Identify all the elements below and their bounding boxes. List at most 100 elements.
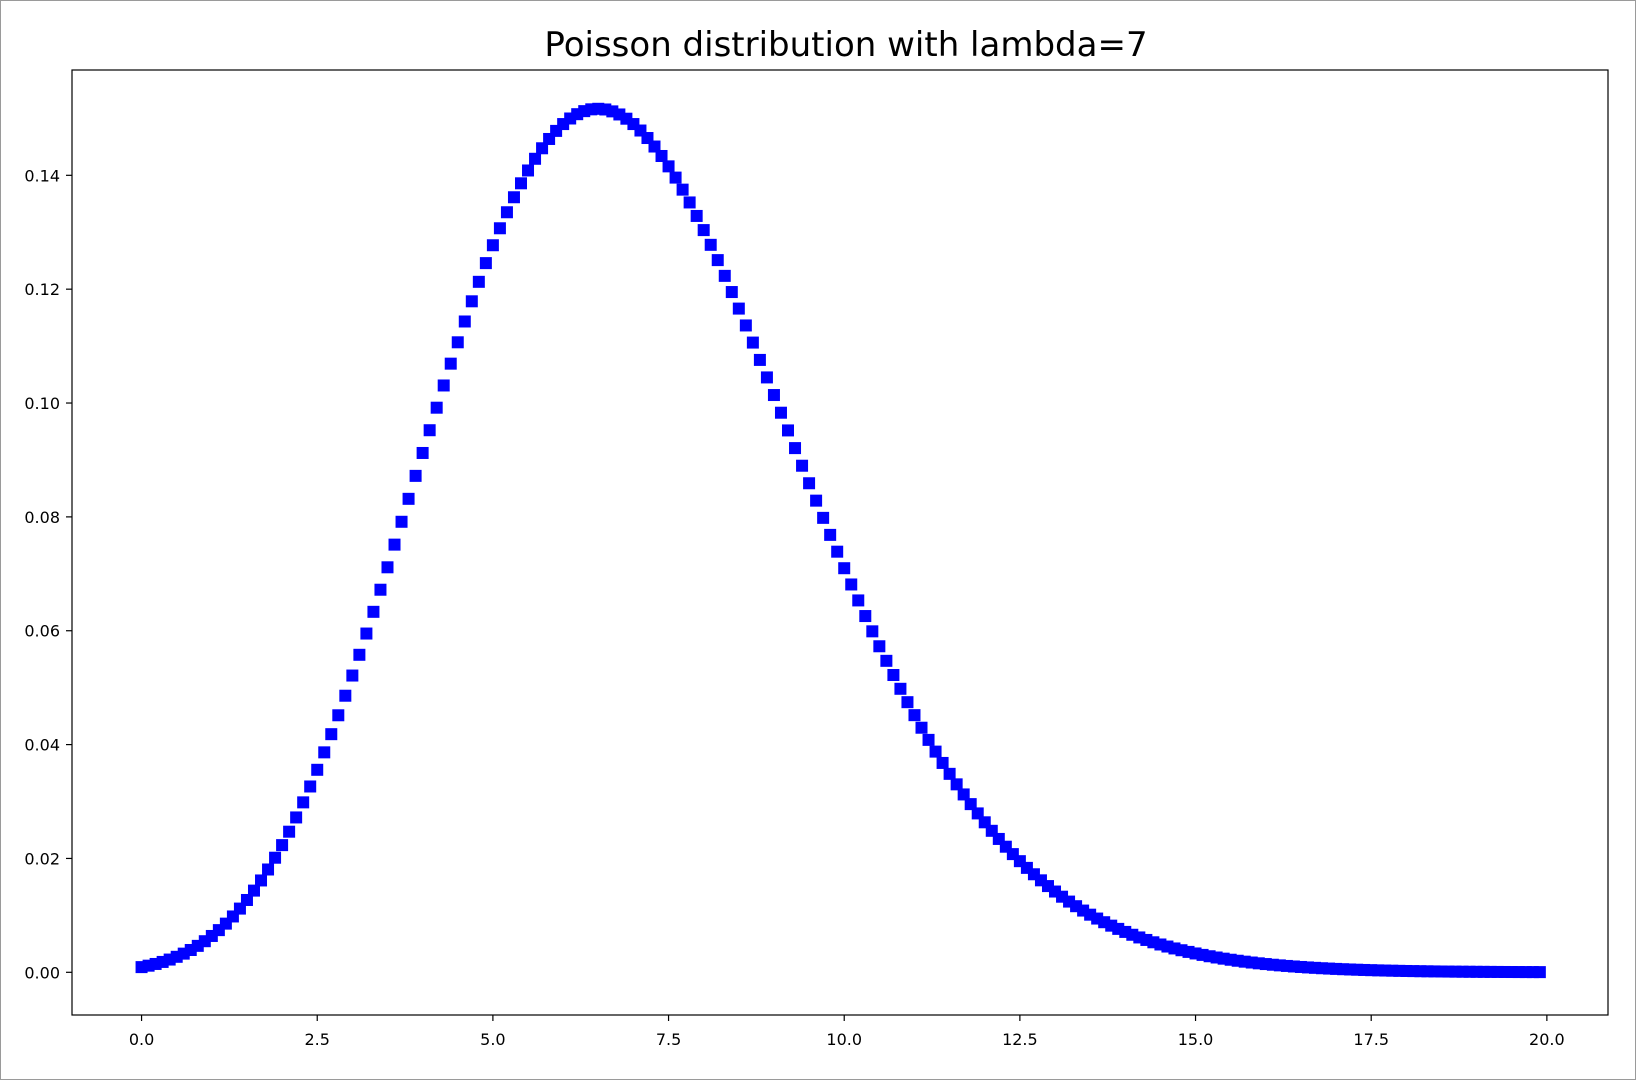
data-point xyxy=(381,561,394,574)
data-point xyxy=(901,696,914,709)
data-point xyxy=(711,254,724,267)
axes: 0.0 2.5 5.0 7.5 10.0 12.5 15.0 17.5 20.0 0.00 0.02… xyxy=(24,69,1609,1049)
x-tick-label: 10.0 xyxy=(826,1030,862,1049)
y-tick-label: 0.08 xyxy=(24,508,60,527)
data-point xyxy=(290,811,303,824)
x-tick-label: 12.5 xyxy=(1002,1030,1038,1049)
data-point xyxy=(838,562,851,575)
data-point xyxy=(739,319,752,332)
data-point xyxy=(388,538,401,551)
data-point xyxy=(536,142,549,155)
data-point xyxy=(922,733,935,746)
plot-frame xyxy=(71,69,1609,1016)
data-point xyxy=(866,625,879,638)
y-tick-label: 0.12 xyxy=(24,280,60,299)
data-point xyxy=(662,160,675,173)
data-point xyxy=(732,302,745,315)
y-tick-label: 0.06 xyxy=(24,622,60,641)
data-point xyxy=(367,605,380,618)
data-point xyxy=(627,118,640,131)
data-point xyxy=(339,689,352,702)
y-tick-label: 0.10 xyxy=(24,394,60,413)
data-point xyxy=(255,874,268,887)
data-point xyxy=(782,424,795,437)
data-point xyxy=(479,257,492,270)
data-point xyxy=(507,191,520,204)
data-point xyxy=(444,357,457,370)
data-point xyxy=(810,494,823,507)
data-point xyxy=(465,295,478,308)
y-tick-label: 0.04 xyxy=(24,736,60,755)
data-point xyxy=(845,578,858,591)
data-point xyxy=(669,171,682,184)
data-point xyxy=(353,648,366,661)
data-point xyxy=(395,515,408,528)
data-point xyxy=(360,627,373,640)
data-point xyxy=(1533,966,1546,979)
data-point xyxy=(852,594,865,607)
data-point xyxy=(311,763,324,776)
data-point xyxy=(240,893,253,906)
data-point xyxy=(304,780,317,793)
data-point xyxy=(690,209,703,222)
data-point xyxy=(458,315,471,328)
data-point xyxy=(676,183,689,196)
data-point xyxy=(283,825,296,838)
data-point xyxy=(318,746,331,759)
data-point xyxy=(247,884,260,897)
data-point xyxy=(529,152,542,165)
data-point xyxy=(929,745,942,758)
data-point xyxy=(550,124,563,137)
data-point xyxy=(409,469,422,482)
data-point xyxy=(697,224,710,237)
data-point xyxy=(803,477,816,490)
data-point xyxy=(451,336,464,349)
x-tick-label: 20.0 xyxy=(1529,1030,1565,1049)
data-point xyxy=(472,275,485,288)
data-point xyxy=(746,336,759,349)
data-point xyxy=(325,728,338,741)
data-point xyxy=(493,222,506,235)
x-tick-label: 5.0 xyxy=(480,1030,505,1049)
data-point xyxy=(908,709,921,722)
data-point xyxy=(817,511,830,524)
data-point xyxy=(683,196,696,209)
data-point xyxy=(374,583,387,596)
data-point xyxy=(887,669,900,682)
x-tick-label: 15.0 xyxy=(1178,1030,1214,1049)
data-point xyxy=(486,239,499,252)
data-point xyxy=(655,149,668,162)
data-point xyxy=(753,353,766,366)
data-point xyxy=(648,140,661,153)
data-point xyxy=(725,286,738,299)
data-point xyxy=(437,379,450,392)
data-point xyxy=(964,798,977,811)
data-point xyxy=(760,371,773,384)
data-point xyxy=(789,442,802,455)
y-tick-label: 0.02 xyxy=(24,849,60,868)
data-point xyxy=(718,269,731,282)
data-point xyxy=(557,118,570,131)
data-point xyxy=(522,164,535,177)
data-point xyxy=(402,492,415,505)
data-point xyxy=(936,756,949,769)
data-point xyxy=(297,796,310,809)
data-point xyxy=(950,778,963,791)
data-point xyxy=(514,177,527,190)
data-point xyxy=(423,424,436,437)
data-point xyxy=(796,459,809,472)
data-point xyxy=(831,545,844,558)
data-point xyxy=(500,206,513,219)
data-point xyxy=(269,851,282,864)
data-point xyxy=(767,389,780,402)
data-point xyxy=(332,709,345,722)
data-point xyxy=(346,669,359,682)
x-tick-label: 0.0 xyxy=(129,1030,154,1049)
data-point xyxy=(824,528,837,541)
data-point xyxy=(880,654,893,667)
y-tick-label: 0.14 xyxy=(24,166,60,185)
data-point xyxy=(1013,855,1026,868)
x-tick-label: 2.5 xyxy=(304,1030,329,1049)
data-point xyxy=(262,863,275,876)
